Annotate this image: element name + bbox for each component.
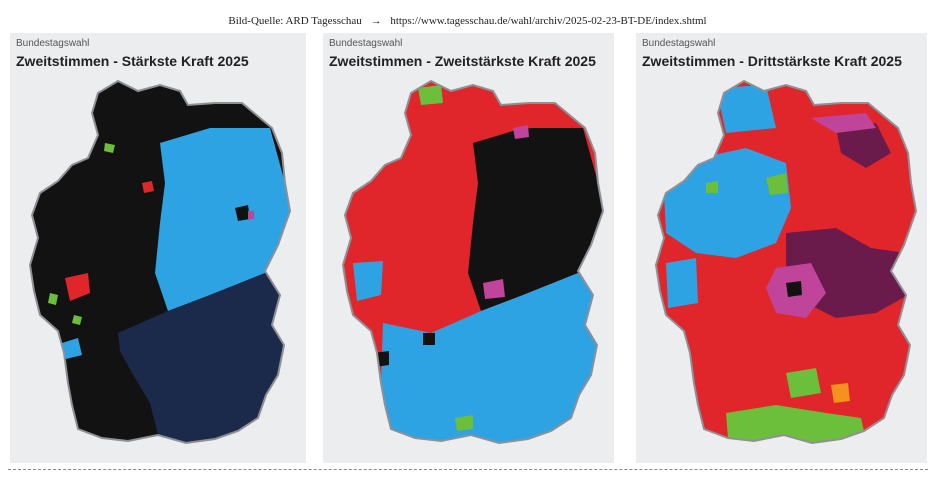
panel-title: Zweitstimmen - Zweitstärkste Kraft 2025 (329, 53, 596, 69)
panel-eyebrow: Bundestagswahl (329, 38, 403, 49)
map-panel-second-strongest: Bundestagswahl Zweitstimmen - Zweitstärk… (323, 33, 614, 463)
dashed-divider (8, 469, 928, 470)
germany-map-strongest (28, 79, 292, 445)
image-source-caption: Bild-Quelle: ARD Tagesschau → https://ww… (0, 15, 935, 27)
source-url: https://www.tagesschau.de/wahl/archiv/20… (390, 15, 707, 27)
panel-eyebrow: Bundestagswahl (16, 38, 90, 49)
germany-map-second-strongest (341, 79, 605, 445)
panel-eyebrow: Bundestagswahl (642, 38, 716, 49)
panel-title: Zweitstimmen - Drittstärkste Kraft 2025 (642, 53, 902, 69)
source-label: Bild-Quelle: ARD Tagesschau (228, 15, 362, 27)
panel-title: Zweitstimmen - Stärkste Kraft 2025 (16, 53, 249, 69)
germany-map-third-strongest (654, 79, 918, 445)
map-panel-third-strongest: Bundestagswahl Zweitstimmen - Drittstärk… (636, 33, 927, 463)
arrow-right-icon: → (370, 15, 382, 27)
map-panel-strongest: Bundestagswahl Zweitstimmen - Stärkste K… (10, 33, 306, 463)
